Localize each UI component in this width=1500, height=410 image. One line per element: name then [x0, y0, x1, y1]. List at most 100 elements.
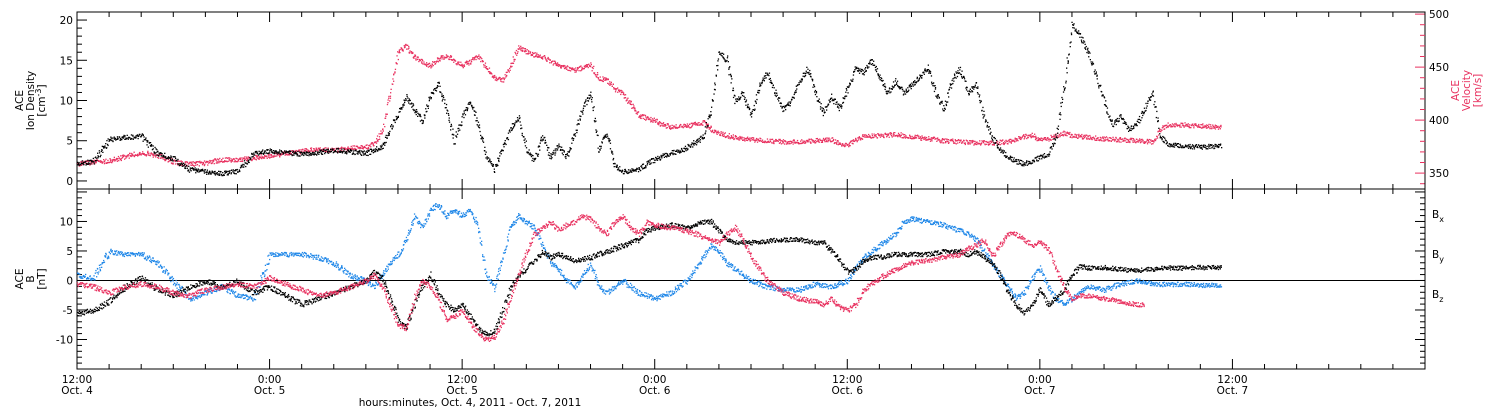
data-point: [801, 80, 803, 82]
data-point: [868, 136, 870, 138]
data-point: [412, 51, 414, 54]
data-point: [1083, 134, 1085, 136]
data-point: [519, 47, 521, 49]
data-point: [83, 160, 85, 162]
data-point: [419, 120, 422, 122]
data-point: [1052, 138, 1054, 140]
data-point: [392, 83, 394, 85]
data-point: [764, 141, 767, 143]
data-point: [768, 74, 770, 77]
data-point: [1125, 138, 1127, 140]
data-point: [1087, 47, 1089, 49]
data-point: [213, 160, 215, 162]
data-point: [799, 143, 801, 145]
data-point: [738, 137, 741, 139]
data-point: [708, 128, 710, 130]
data-point: [363, 145, 366, 148]
data-point: [717, 130, 719, 132]
data-point: [399, 48, 401, 51]
data-point: [596, 72, 599, 74]
data-point: [986, 143, 988, 145]
data-point: [213, 171, 215, 173]
data-point: [897, 132, 900, 134]
data-point: [379, 145, 382, 147]
data-point: [776, 94, 778, 96]
data-point: [456, 64, 458, 66]
data-point: [448, 58, 450, 61]
data-point: [1089, 52, 1091, 54]
data-point: [145, 155, 147, 157]
data-point: [636, 113, 638, 115]
data-point: [208, 173, 210, 175]
data-point: [397, 58, 399, 61]
data-point: [489, 71, 491, 73]
data-point: [781, 140, 783, 142]
data-point: [727, 55, 729, 57]
data-point: [878, 134, 880, 136]
data-point: [105, 143, 107, 145]
data-point: [609, 84, 611, 86]
data-point: [621, 91, 623, 93]
data-point: [597, 134, 599, 137]
data-point: [609, 139, 611, 141]
data-point: [158, 153, 161, 155]
data-point: [93, 163, 95, 165]
data-point: [498, 157, 500, 160]
data-point: [394, 119, 396, 122]
data-point: [1020, 138, 1022, 141]
data-point: [914, 80, 916, 82]
data-point: [405, 98, 407, 100]
data-point: [1122, 140, 1124, 142]
data-point: [617, 91, 619, 93]
data-point: [92, 160, 94, 162]
data-point: [807, 68, 809, 70]
data-point: [580, 115, 582, 118]
data-point: [826, 109, 828, 111]
data-point: [207, 164, 209, 166]
data-point: [835, 103, 837, 105]
data-point: [524, 141, 526, 144]
data-point: [789, 143, 791, 145]
data-point: [949, 83, 951, 85]
data-point: [1201, 124, 1203, 126]
data-point: [764, 75, 766, 77]
data-point: [502, 77, 504, 79]
data-point: [1042, 154, 1044, 156]
data-point: [179, 164, 181, 166]
data-point: [560, 67, 562, 69]
data-point: [151, 153, 153, 155]
data-point: [510, 62, 512, 65]
data-point: [601, 142, 603, 144]
data-point: [269, 150, 271, 152]
data-point: [1167, 126, 1169, 128]
data-point: [338, 148, 340, 150]
data-point: [749, 108, 751, 110]
data-point: [796, 88, 798, 90]
density-axis-tick-label: 0: [66, 176, 73, 188]
data-point: [119, 139, 121, 141]
data-point: [812, 141, 814, 143]
data-point: [351, 147, 353, 149]
data-point: [664, 123, 667, 126]
data-point: [1148, 141, 1150, 143]
data-point: [132, 138, 134, 140]
data-point: [890, 132, 892, 134]
data-point: [357, 153, 359, 155]
data-point: [427, 105, 430, 107]
data-point: [215, 159, 218, 161]
data-point: [821, 141, 824, 143]
data-point: [570, 67, 572, 69]
data-point: [354, 148, 356, 150]
data-point: [231, 160, 234, 162]
data-point: [332, 148, 334, 151]
data-point: [164, 152, 166, 154]
data-point: [80, 164, 83, 166]
data-point: [1039, 158, 1041, 160]
data-point: [852, 74, 855, 76]
data-point: [142, 133, 144, 136]
data-point: [685, 125, 687, 127]
data-point: [197, 168, 199, 170]
data-point: [362, 148, 364, 150]
data-point: [214, 158, 216, 160]
data-point: [684, 124, 686, 126]
